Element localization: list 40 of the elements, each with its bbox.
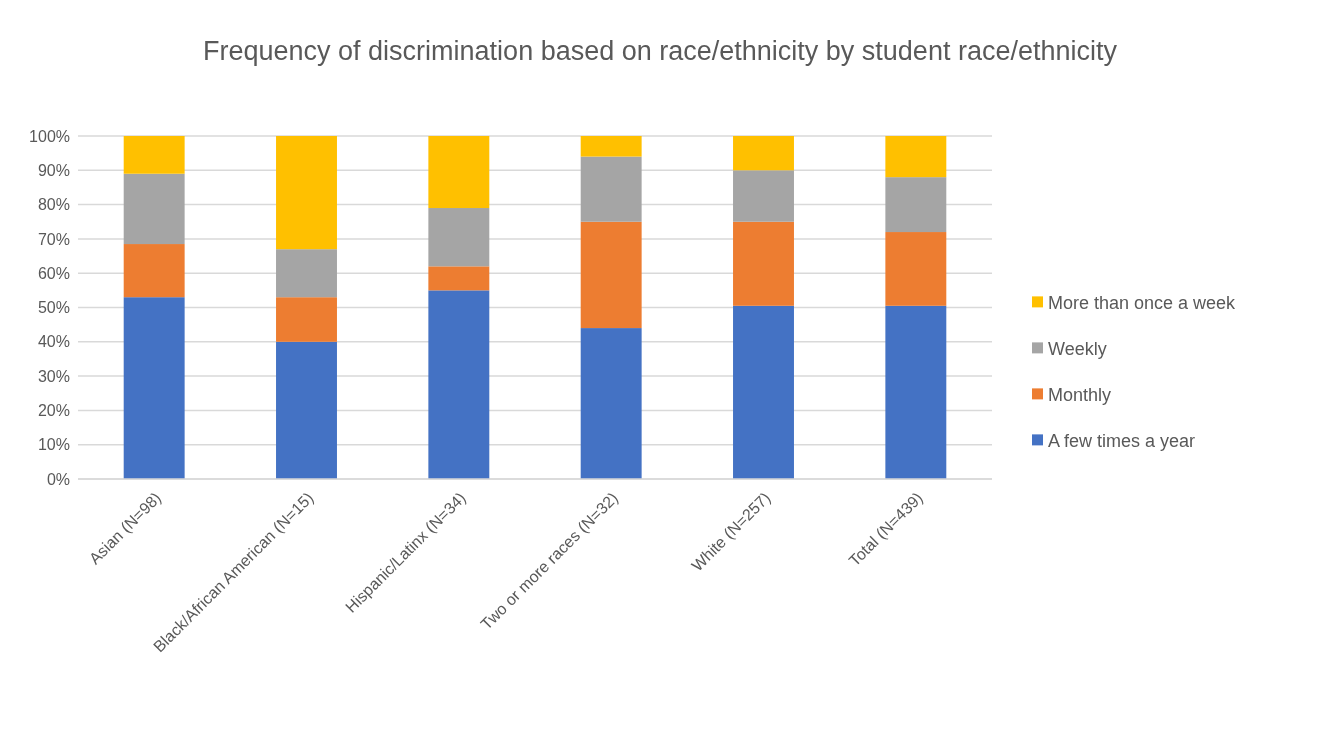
y-tick-label: 20%	[37, 402, 70, 419]
bar	[276, 341, 337, 479]
bar	[580, 156, 642, 222]
y-tick-label: 80%	[37, 196, 70, 214]
y-tick-label: 0%	[46, 470, 70, 488]
legend-label: A few times a year	[1048, 430, 1196, 451]
y-tick-label: 10%	[37, 436, 70, 454]
bar	[123, 136, 185, 174]
y-tick-label: 30%	[37, 367, 70, 385]
legend-label: Monthly	[1048, 384, 1112, 405]
bar	[733, 305, 794, 479]
y-tick-label: 90%	[37, 161, 70, 179]
bar	[276, 136, 337, 250]
bar	[733, 170, 794, 222]
y-tick-label: 60%	[37, 264, 70, 282]
legend-label: Weekly	[1048, 338, 1107, 359]
legend-label: More than once a week	[1048, 292, 1237, 313]
bar	[123, 244, 185, 298]
bar	[885, 232, 947, 306]
bar	[428, 136, 490, 209]
bar	[580, 328, 642, 479]
bar	[123, 173, 185, 245]
bar	[885, 177, 947, 233]
bar	[428, 290, 490, 479]
bar	[885, 305, 947, 479]
bar	[276, 297, 337, 342]
y-tick-label: 70%	[37, 230, 70, 248]
bar	[428, 266, 490, 291]
y-tick-label: 40%	[37, 333, 70, 351]
y-tick-label: 50%	[37, 299, 70, 317]
bar	[580, 136, 642, 157]
bar	[733, 221, 794, 306]
bar	[885, 136, 947, 178]
bar	[123, 297, 185, 479]
chart-title: Frequency of discrimination based on race/ethnicity by student race/ethnicity	[203, 36, 1118, 66]
bar	[733, 136, 794, 171]
y-tick-label: 100%	[29, 127, 70, 145]
bar	[580, 221, 642, 329]
bar	[428, 208, 490, 267]
bar	[276, 249, 337, 298]
